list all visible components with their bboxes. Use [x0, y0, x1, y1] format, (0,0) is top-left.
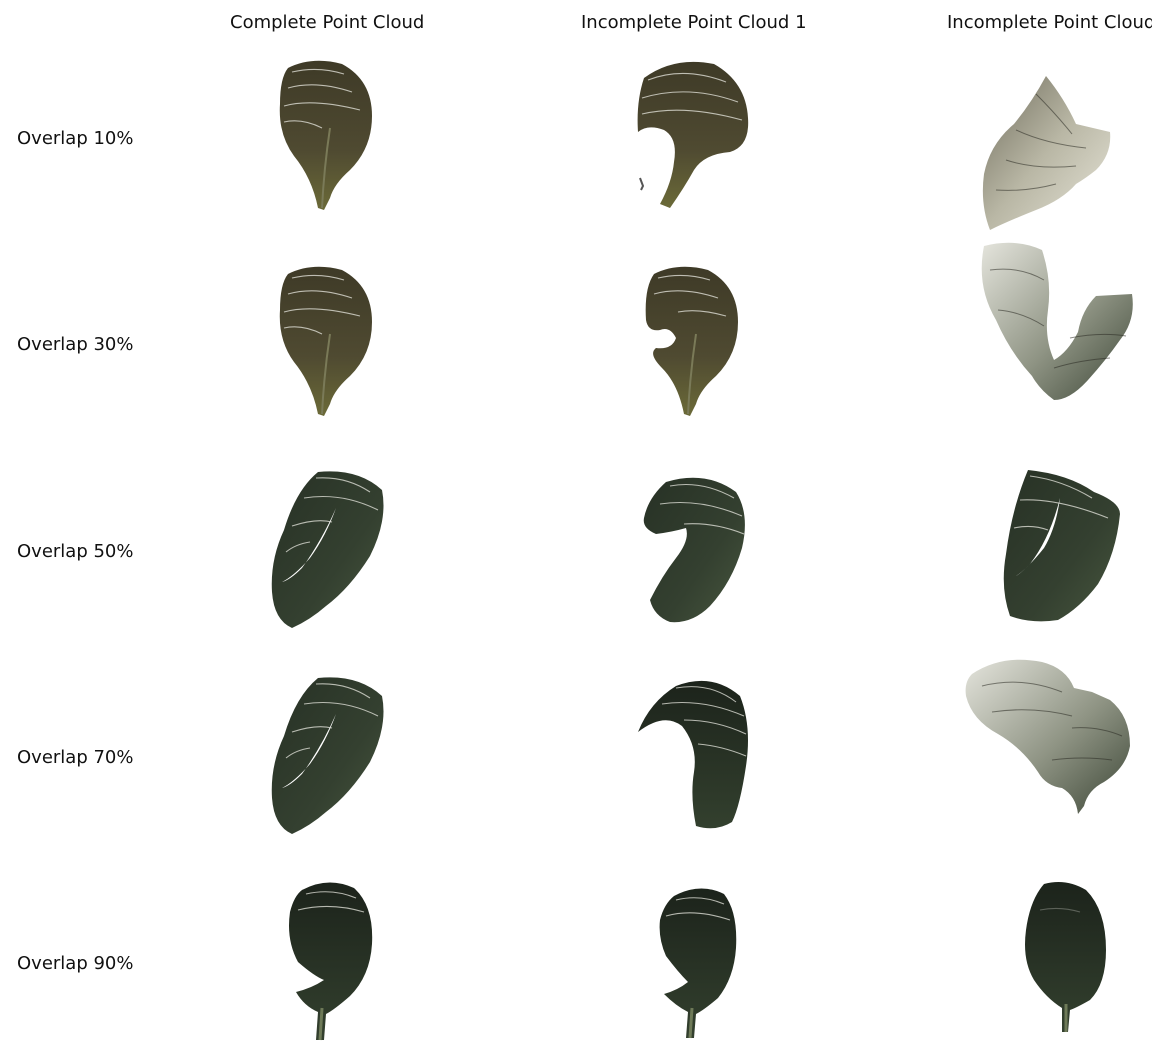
row-label-overlap-50: Overlap 50%: [17, 541, 134, 562]
leaf-incomplete1-overlap-30: [645, 266, 738, 416]
row-label-overlap-90: Overlap 90%: [17, 953, 134, 974]
leaf-complete-overlap-50: [271, 471, 384, 628]
leaf-incomplete1-overlap-90: [659, 888, 737, 1039]
leaf-incomplete2-overlap-90: [1025, 882, 1106, 1032]
row-label-overlap-70: Overlap 70%: [17, 747, 134, 768]
leaf-incomplete1-overlap-70: [638, 680, 748, 829]
column-title-incomplete-2: Incomplete Point Cloud: [947, 12, 1152, 33]
leaf-complete-overlap-10: [279, 60, 372, 210]
leaf-incomplete2-overlap-10: [982, 76, 1111, 230]
row-label-overlap-10: Overlap 10%: [17, 128, 134, 149]
leaf-complete-overlap-30: [279, 266, 372, 416]
leaf-incomplete2-overlap-50: [1003, 470, 1120, 622]
column-title-complete: Complete Point Cloud: [230, 12, 425, 33]
row-label-overlap-30: Overlap 30%: [17, 334, 134, 355]
leaf-incomplete1-overlap-50: [643, 477, 745, 623]
column-title-incomplete-1: Incomplete Point Cloud 1: [581, 12, 807, 33]
leaf-incomplete2-overlap-30: [981, 242, 1133, 400]
leaf-incomplete2-overlap-70: [965, 659, 1130, 814]
leaf-incomplete1-overlap-10: [637, 61, 749, 208]
leaf-complete-overlap-70: [271, 677, 384, 834]
leaf-complete-overlap-90: [289, 882, 373, 1041]
